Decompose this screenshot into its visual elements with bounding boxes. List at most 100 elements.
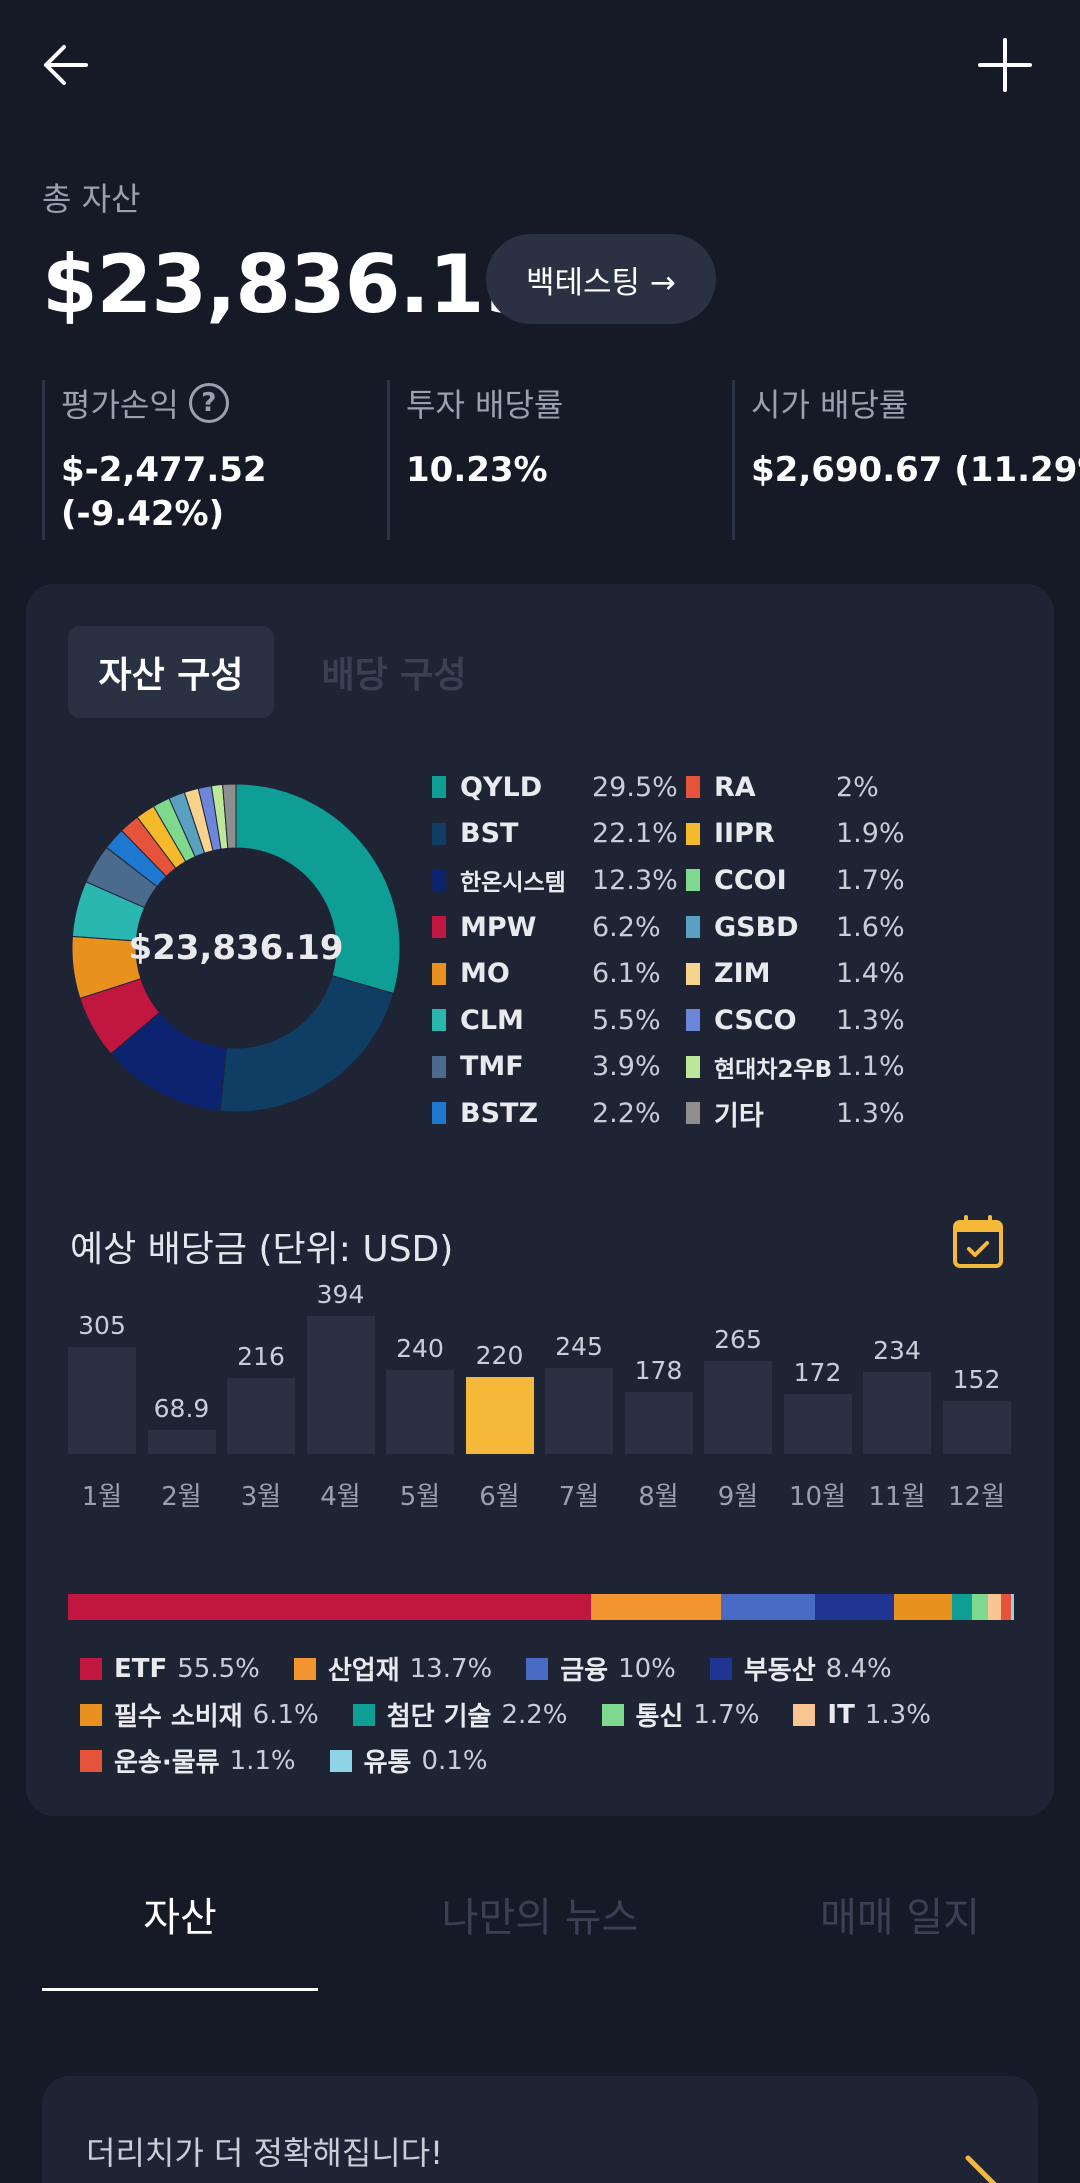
legend-swatch bbox=[686, 869, 700, 892]
bar-value-label: 172 bbox=[793, 1357, 842, 1387]
calendar-button[interactable] bbox=[952, 1214, 1004, 1274]
donut-center-value: $23,836.19 bbox=[128, 928, 344, 968]
sector-swatch bbox=[526, 1657, 549, 1680]
portfolio-card: 자산 구성 배당 구성 $23,836.19 QYLD 29.5% BST 22.1%… bbox=[26, 584, 1054, 1816]
dividend-bar[interactable] bbox=[68, 1347, 136, 1454]
sector-segment bbox=[988, 1594, 1001, 1620]
bar-value-label: 240 bbox=[396, 1333, 444, 1363]
stat-unrealized-pl: 평가손익 ? $-2,477.52 (-9.42%) bbox=[42, 380, 387, 540]
legend-swatch bbox=[432, 822, 446, 845]
bar-value-label: 265 bbox=[714, 1325, 762, 1355]
stat-label: 투자 배당률 bbox=[406, 386, 564, 424]
backtest-button[interactable]: 백테스팅 → bbox=[486, 234, 716, 324]
legend-swatch bbox=[686, 916, 700, 939]
legend-item: 한온시스템 12.3% bbox=[432, 857, 682, 904]
sector-swatch bbox=[80, 1657, 102, 1680]
legend-name: MPW bbox=[460, 911, 537, 943]
legend-pct: 1.7% bbox=[836, 864, 905, 896]
bar-value-label: 245 bbox=[555, 1332, 603, 1362]
legend-pct: 1.9% bbox=[836, 818, 905, 850]
stat-label: 평가손익 bbox=[61, 386, 179, 424]
sector-pct: 1.3% bbox=[864, 1699, 931, 1730]
legend-name: BSTZ bbox=[460, 1097, 539, 1129]
sector-legend-item: 첨단 기술 2.2% bbox=[352, 1696, 568, 1733]
promo-card[interactable]: 더리치가 더 정확해집니다! bbox=[42, 2076, 1038, 2183]
month-label: 2월 bbox=[161, 1482, 202, 1512]
legend-swatch bbox=[686, 1009, 700, 1032]
dividend-bar[interactable] bbox=[704, 1361, 772, 1454]
dividend-bar[interactable] bbox=[386, 1369, 454, 1454]
sector-name: 운송·물류 bbox=[114, 1748, 220, 1778]
tab-asset-composition[interactable]: 자산 구성 bbox=[68, 626, 274, 718]
legend-swatch bbox=[686, 1102, 700, 1125]
legend-name: CSCO bbox=[714, 1004, 797, 1036]
dividend-bar[interactable] bbox=[306, 1316, 375, 1454]
sector-legend-item: 산업재 13.7% bbox=[293, 1650, 492, 1687]
dividend-bar[interactable] bbox=[465, 1376, 534, 1454]
sector-legend-row: ETF 55.5% 산업재 13.7% 금융 10% 부동산 8.4% bbox=[80, 1650, 926, 1687]
bar-value-label: 68.9 bbox=[153, 1393, 210, 1423]
legend-item: CCOI 1.7% bbox=[686, 857, 936, 904]
stat-value: $2,690.67 (11.29%) bbox=[751, 450, 1080, 490]
legend-swatch bbox=[432, 916, 446, 939]
dividend-bar[interactable] bbox=[545, 1368, 613, 1454]
dividend-bar[interactable] bbox=[942, 1400, 1011, 1454]
sector-swatch bbox=[352, 1703, 375, 1726]
dividend-bar[interactable] bbox=[227, 1378, 295, 1454]
arrow-left-icon bbox=[44, 45, 88, 85]
sector-legend-item: 운송·물류 1.1% bbox=[80, 1742, 296, 1779]
month-label: 10월 bbox=[788, 1482, 846, 1512]
dividend-bar[interactable] bbox=[147, 1429, 216, 1454]
legend-pct: 2.2% bbox=[592, 1097, 661, 1129]
sector-legend-item: 부동산 8.4% bbox=[709, 1650, 892, 1687]
month-label: 5월 bbox=[399, 1482, 441, 1512]
sector-pct: 55.5% bbox=[177, 1653, 260, 1684]
legend-swatch bbox=[686, 822, 700, 845]
legend-item: MPW 6.2% bbox=[432, 904, 682, 951]
sector-segment bbox=[972, 1594, 989, 1620]
total-asset-label: 총 자산 bbox=[42, 180, 141, 218]
tab-my-news[interactable]: 나만의 뉴스 bbox=[441, 1895, 639, 1941]
legend-pct: 2% bbox=[836, 771, 879, 803]
sector-legend-item: 유통 0.1% bbox=[329, 1742, 488, 1779]
stat-invest-yield: 투자 배당률 10.23% bbox=[387, 380, 732, 540]
tab-assets[interactable]: 자산 bbox=[143, 1895, 217, 1941]
month-label: 4월 bbox=[320, 1482, 361, 1512]
legend-pct: 1.1% bbox=[836, 1051, 905, 1083]
stat-value: 10.23% bbox=[406, 450, 548, 490]
sector-swatch bbox=[80, 1703, 102, 1726]
bar-value-label: 216 bbox=[237, 1342, 285, 1372]
sector-name: 산업재 bbox=[327, 1656, 400, 1686]
plus-icon bbox=[978, 38, 1032, 92]
sector-segment bbox=[894, 1594, 952, 1620]
legend-name: CLM bbox=[460, 1004, 524, 1036]
legend-pct: 1.3% bbox=[836, 1004, 905, 1036]
add-button[interactable] bbox=[970, 30, 1040, 100]
dividend-bar[interactable] bbox=[863, 1372, 931, 1454]
sector-name: 금융 bbox=[560, 1656, 609, 1686]
dividend-forecast-title: 예상 배당금 (단위: USD) bbox=[70, 1229, 454, 1270]
legend-item: MO 6.1% bbox=[432, 950, 682, 997]
legend-pct: 5.5% bbox=[592, 1004, 661, 1036]
sector-legend-item: 필수 소비재 6.1% bbox=[80, 1696, 319, 1733]
tab-dividend-composition[interactable]: 배당 구성 bbox=[321, 655, 467, 696]
dividend-bar[interactable] bbox=[783, 1393, 852, 1454]
legend-swatch bbox=[432, 776, 446, 799]
sector-name: 통신 bbox=[635, 1702, 684, 1732]
promo-text: 더리치가 더 정확해집니다! bbox=[86, 2134, 444, 2172]
sector-segment bbox=[1010, 1594, 1014, 1620]
legend-pct: 6.1% bbox=[592, 958, 661, 990]
help-icon[interactable]: ? bbox=[188, 383, 229, 423]
sector-segment bbox=[1000, 1594, 1011, 1620]
legend-pct: 6.2% bbox=[592, 911, 661, 943]
sector-segment bbox=[591, 1594, 721, 1620]
legend-pct: 29.5% bbox=[592, 771, 678, 803]
sector-legend-item: ETF 55.5% bbox=[80, 1654, 260, 1684]
back-button[interactable] bbox=[30, 30, 100, 100]
legend-item: BST 22.1% bbox=[432, 811, 682, 858]
tab-trading-journal[interactable]: 매매 일지 bbox=[820, 1895, 980, 1941]
sector-swatch bbox=[329, 1749, 352, 1772]
legend-item: QYLD 29.5% bbox=[432, 764, 682, 811]
dividend-bar[interactable] bbox=[624, 1391, 693, 1454]
sector-swatch bbox=[793, 1703, 816, 1726]
